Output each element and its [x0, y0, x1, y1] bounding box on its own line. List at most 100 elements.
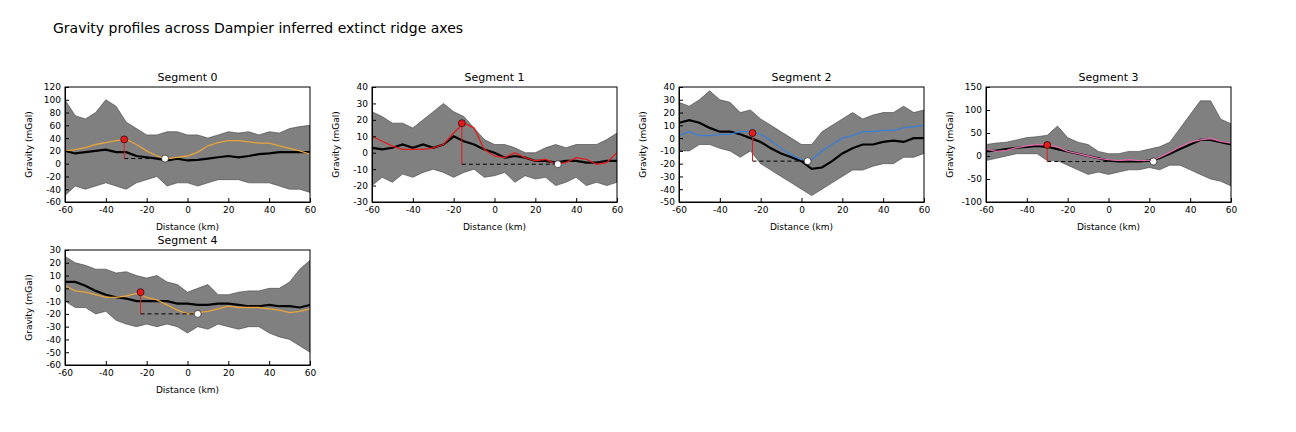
- x-tick: 0: [185, 198, 191, 215]
- x-axis-title: Distance (km): [156, 222, 219, 232]
- dashed-connector: [753, 161, 808, 162]
- y-tick: 10: [50, 271, 69, 281]
- y-axis-line: [372, 88, 373, 203]
- x-tick-mark: [924, 198, 925, 202]
- y-tick: -50: [46, 348, 69, 358]
- point: [121, 136, 128, 143]
- x-tick: -40: [99, 361, 114, 378]
- y-tick-mark: [986, 87, 990, 88]
- x-tick: 0: [1106, 198, 1112, 215]
- plot-area: [65, 256, 310, 352]
- x-tick-mark: [1068, 198, 1069, 202]
- x-tick-label: 40: [264, 205, 276, 215]
- y-tick: -30: [660, 172, 683, 182]
- y-tick: 100: [965, 105, 990, 115]
- x-tick-label: -40: [406, 205, 421, 215]
- x-tick-mark: [883, 198, 884, 202]
- y-tick: 0: [55, 284, 69, 294]
- x-tick: 60: [919, 198, 931, 215]
- y-tick-mark: [986, 133, 990, 134]
- x-tick-label: 20: [223, 205, 235, 215]
- x-tick-label: 20: [223, 368, 235, 378]
- x-tick-label: -40: [713, 205, 728, 215]
- y-tick-label: 10: [357, 132, 369, 142]
- y-tick: -40: [46, 335, 69, 345]
- x-tick-mark: [1027, 198, 1028, 202]
- y-tick-label: 120: [44, 82, 61, 92]
- y-tick-label: -20: [46, 309, 61, 319]
- x-axis-line: [66, 365, 311, 366]
- y-tick-label: 20: [664, 108, 676, 118]
- x-tick-mark: [495, 198, 496, 202]
- x-axis: -60-40-200204060: [365, 198, 623, 215]
- x-tick: 0: [799, 198, 805, 215]
- plot-area: [986, 101, 1231, 186]
- y-tick: 0: [362, 148, 376, 158]
- y-tick: 20: [50, 258, 69, 268]
- dashed-connector: [124, 158, 165, 159]
- y-tick-mark: [65, 87, 69, 88]
- y-tick-label: 10: [50, 271, 62, 281]
- x-tick-mark: [1231, 198, 1232, 202]
- y-tick-label: -50: [660, 197, 675, 207]
- x-tick: 60: [305, 361, 317, 378]
- y-axis-line: [679, 88, 680, 203]
- profile-line: [372, 123, 617, 164]
- profile-line: [679, 125, 924, 160]
- x-tick-mark: [269, 361, 270, 365]
- y-tick-label: 20: [50, 146, 62, 156]
- x-tick-mark: [310, 198, 311, 202]
- x-tick: -40: [406, 198, 421, 215]
- x-axis-title: Distance (km): [156, 385, 219, 395]
- x-tick-label: -20: [447, 205, 462, 215]
- mean-line: [65, 282, 310, 308]
- y-tick-label: 20: [357, 115, 369, 125]
- x-tick-label: 20: [837, 205, 849, 215]
- x-tick-label: 60: [1226, 205, 1238, 215]
- x-tick-mark: [761, 198, 762, 202]
- profile-line: [65, 139, 310, 158]
- mean-line: [986, 140, 1231, 162]
- x-tick: 40: [264, 198, 276, 215]
- y-tick-label: -20: [353, 181, 368, 191]
- y-tick-label: 40: [664, 82, 676, 92]
- y-tick-label: -20: [660, 159, 675, 169]
- y-tick-label: -10: [660, 146, 675, 156]
- plot-frame: [372, 87, 617, 202]
- y-tick-label: -60: [46, 197, 61, 207]
- y-tick-mark: [65, 339, 69, 340]
- plot-frame: [986, 87, 1231, 202]
- x-axis-line: [987, 202, 1232, 203]
- x-tick-label: -40: [99, 368, 114, 378]
- x-tick-label: 40: [264, 368, 276, 378]
- x-tick: 40: [264, 361, 276, 378]
- y-tick-mark: [372, 120, 376, 121]
- x-tick-label: 40: [1185, 205, 1197, 215]
- y-tick-mark: [679, 202, 683, 203]
- y-axis-line: [986, 88, 987, 203]
- x-tick-label: 0: [799, 205, 805, 215]
- point: [458, 120, 465, 127]
- x-tick-mark: [228, 198, 229, 202]
- subplot-title: Segment 2: [772, 71, 832, 84]
- x-tick: -40: [99, 198, 114, 215]
- y-tick-mark: [679, 125, 683, 126]
- point: [554, 161, 561, 168]
- y-tick-label: 80: [50, 108, 62, 118]
- y-axis-title: Gravity (mGal): [638, 111, 648, 178]
- subplot-title: Segment 4: [158, 234, 218, 247]
- y-tick: 40: [357, 82, 376, 92]
- x-tick-mark: [188, 361, 189, 365]
- y-tick: -20: [660, 159, 683, 169]
- y-axis: -100-50050100150: [962, 82, 990, 207]
- y-tick-mark: [65, 138, 69, 139]
- y-tick-mark: [65, 314, 69, 315]
- dashed-connector: [141, 313, 198, 314]
- y-axis-title: Gravity (mGal): [24, 111, 34, 178]
- y-tick-label: -40: [46, 185, 61, 195]
- subplot-title: Segment 3: [1079, 71, 1139, 84]
- y-tick: -50: [967, 174, 990, 184]
- y-tick: -10: [46, 296, 69, 306]
- y-axis-title: Gravity (mGal): [331, 111, 341, 178]
- y-tick: -60: [46, 360, 69, 370]
